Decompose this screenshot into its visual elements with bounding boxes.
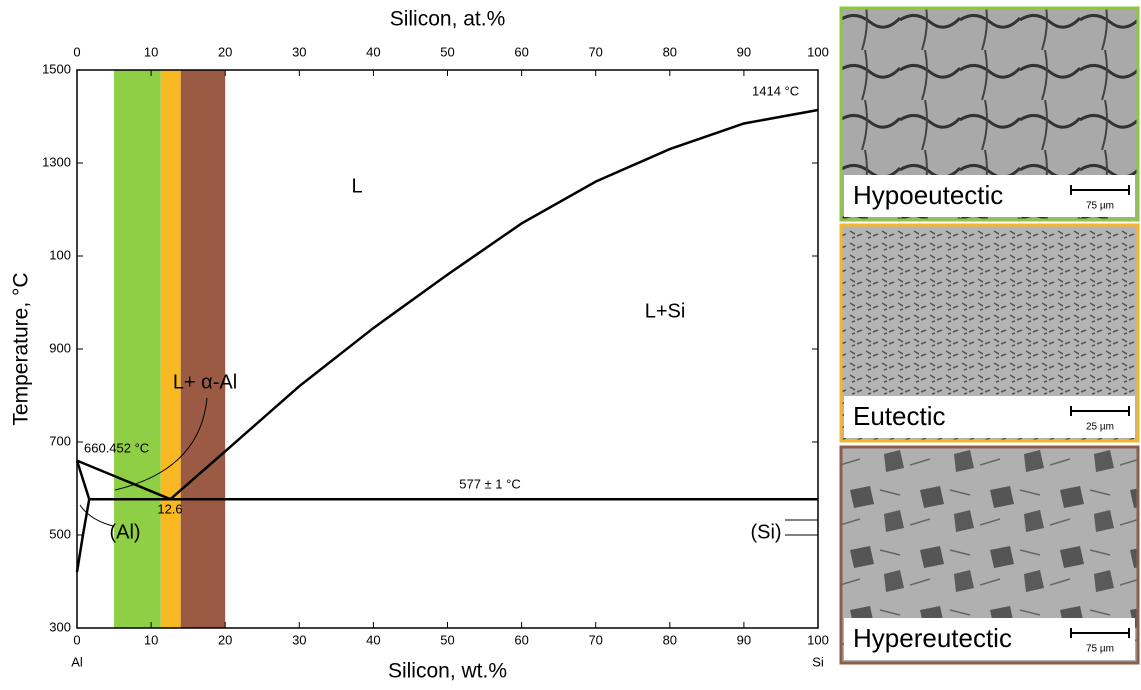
y-tick-label: 300 (49, 619, 71, 634)
x-tick-label: 40 (366, 632, 380, 647)
y-tick-label: 100 (49, 247, 71, 262)
x2-tick-label: 20 (218, 44, 232, 59)
label-box (844, 396, 1135, 438)
x-tick-label: 70 (588, 632, 602, 647)
label-box (844, 175, 1135, 217)
leader-line (785, 519, 818, 536)
x-end-label: Si (812, 654, 824, 669)
y-tick-label: 500 (49, 526, 71, 541)
composition-band (180, 70, 226, 628)
annotation: 1414 °C (752, 83, 799, 98)
x2-axis-title: Silicon, at.% (390, 8, 506, 31)
composition-band (114, 70, 161, 628)
x2-tick-label: 0 (73, 44, 80, 59)
x-tick-label: 100 (807, 632, 829, 647)
annotation: L+Si (645, 300, 686, 322)
scale-bar (1070, 406, 1130, 416)
x-tick-label: 90 (737, 632, 751, 647)
scale-label: 75 µm (1086, 201, 1114, 212)
phase-boundary (76, 459, 171, 501)
annotation: L+ α-Al (173, 371, 237, 393)
x2-tick-label: 70 (588, 44, 602, 59)
label-box (844, 618, 1135, 660)
x-end-label: Al (71, 654, 83, 669)
phase-diagram: 0 10 20 30 40 50 60 70 80 90 100 0 10 20 30 40 50 60 70 80 9… (10, 8, 829, 683)
annotation: (Al) (109, 521, 140, 543)
panel-label: Eutectic (853, 401, 946, 431)
x-tick-label: 60 (514, 632, 528, 647)
y-axis-title: Temperature, °C (10, 272, 33, 425)
x-tick-label: 80 (663, 632, 677, 647)
x2-tick-label: 60 (514, 44, 528, 59)
panel-label: Hypoeutectic (853, 180, 1003, 210)
x-tick-label: 20 (218, 632, 232, 647)
x-tick-label: 0 (73, 632, 80, 647)
scale-bar (1070, 185, 1130, 195)
annotation: 12.6 (157, 501, 182, 516)
x2-tick-label: 90 (737, 44, 751, 59)
annotation: L (351, 175, 362, 197)
annotation: (Si) (750, 521, 781, 543)
x2-tick-label: 80 (663, 44, 677, 59)
annotation: 577 ± 1 °C (459, 476, 520, 491)
x2-tick-label: 50 (440, 44, 454, 59)
composition-band (160, 70, 181, 628)
x2-tick-label: 100 (807, 44, 829, 59)
micrograph-panels: Hypoeutectic 75 µm Eutectic 25 µm Hypereutec… (839, 6, 1140, 665)
x2-tick-label: 30 (292, 44, 306, 59)
x-tick-label: 50 (440, 632, 454, 647)
x-axis-title: Silicon, wt.% (388, 660, 507, 683)
x-tick-label: 10 (144, 632, 158, 647)
scale-label: 75 µm (1086, 644, 1114, 655)
scale-label: 25 µm (1086, 422, 1114, 433)
phase-boundary (75, 460, 91, 500)
x2-tick-label: 10 (144, 44, 158, 59)
leader-line (79, 504, 114, 527)
x-tick-label: 30 (292, 632, 306, 647)
y-tick-label: 900 (49, 340, 71, 355)
y-tick-label: 700 (49, 433, 71, 448)
phase-boundary (169, 108, 819, 501)
y-tick-label: 1300 (42, 154, 71, 169)
leader-line (114, 397, 208, 491)
y-tick-label: 1500 (42, 61, 71, 76)
phase-boundary (75, 498, 91, 573)
annotation: 660.452 °C (84, 440, 149, 455)
x2-tick-label: 40 (366, 44, 380, 59)
panel-label: Hypereutectic (853, 623, 1012, 653)
scale-bar (1070, 628, 1130, 638)
